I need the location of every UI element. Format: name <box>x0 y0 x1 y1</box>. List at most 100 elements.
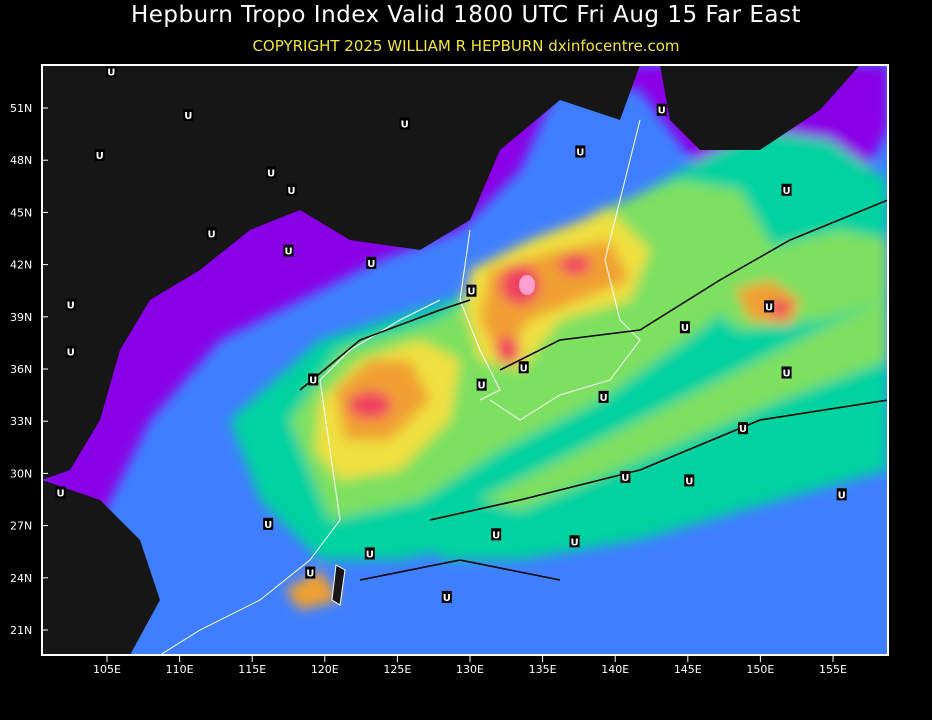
u-marker: U <box>55 486 66 500</box>
u-marker: U <box>656 103 667 117</box>
u-marker: U <box>305 566 316 580</box>
lat-label: 42N <box>10 259 32 272</box>
lat-label: 21N <box>10 624 32 637</box>
lon-label: 155E <box>819 663 847 676</box>
u-marker: U <box>476 378 487 392</box>
map-frame <box>41 64 889 656</box>
u-marker: U <box>283 244 294 258</box>
green-band <box>480 300 888 510</box>
contour-line <box>359 399 888 581</box>
u-marker: U <box>94 148 105 162</box>
u-marker: U <box>308 373 319 386</box>
orange-zone-taiwan <box>285 570 340 610</box>
marker-label: U <box>739 424 747 435</box>
lon-label: 135E <box>529 663 557 676</box>
marker-label: U <box>367 259 375 270</box>
lon-label: 150E <box>746 663 774 676</box>
marker-label: U <box>207 229 215 240</box>
marker-label: U <box>782 186 790 197</box>
u-marker: U <box>684 474 695 487</box>
u-marker: U <box>266 166 277 179</box>
marker-label: U <box>107 67 115 78</box>
marker-label: U <box>570 537 578 548</box>
marker-label: U <box>67 301 75 312</box>
marker-label: U <box>284 247 292 258</box>
u-marker: U <box>263 517 274 531</box>
lon-label: 120E <box>311 663 339 676</box>
lat-label: 27N <box>10 520 32 533</box>
longitude-labels: 105E 110E 115E 120E 125E 130E 135E 140E 145E 150E… <box>93 655 847 676</box>
lat-label: 51N <box>10 102 32 115</box>
island-taiwan <box>331 564 346 606</box>
marker-label: U <box>765 302 773 313</box>
red-core-korea <box>496 336 520 364</box>
land-southwest <box>42 480 160 655</box>
marker-label: U <box>67 348 75 359</box>
u-marker: U <box>183 108 194 122</box>
u-marker: U <box>65 298 76 312</box>
latitude-labels: 51N 48N 45N 42N 39N 36N 33N 30N 27N 24N 21N <box>10 102 48 637</box>
marker-label: U <box>366 549 374 560</box>
marker-label: U <box>782 368 790 379</box>
red-core-north2 <box>559 255 591 275</box>
u-marker: U <box>399 117 410 131</box>
lat-label: 24N <box>10 572 32 585</box>
coastline-korea <box>459 229 501 401</box>
lat-label: 48N <box>10 154 32 167</box>
lat-label: 45N <box>10 206 32 219</box>
marker-label: U <box>467 287 475 298</box>
u-marker: U <box>764 300 775 313</box>
marker-label: U <box>621 473 629 484</box>
marker-label: U <box>401 120 409 131</box>
u-marker: U <box>364 547 375 560</box>
marker-label: U <box>264 520 272 531</box>
u-marker: U <box>441 590 452 604</box>
u-marker: U <box>65 345 76 359</box>
marker-layer: U U U U U U U U U U U U U U U U U U U U U U U U U U U U U U U U U <box>55 65 847 604</box>
lat-label: 33N <box>10 415 32 428</box>
lat-label: 30N <box>10 467 32 480</box>
marker-label: U <box>685 476 693 487</box>
map-field: U U U U U U U U U U U U U U U U U U U U U U U U U U U U U U U U U <box>42 65 888 655</box>
marker-label: U <box>681 323 689 334</box>
marker-label: U <box>443 593 451 604</box>
lon-label: 130E <box>456 663 484 676</box>
teal-zone-south <box>430 380 888 560</box>
u-marker: U <box>569 535 580 548</box>
lat-label: 36N <box>10 363 32 376</box>
marker-label: U <box>309 375 317 386</box>
lon-label: 105E <box>93 663 121 676</box>
map-title: Hepburn Tropo Index Valid 1800 UTC Fri A… <box>130 2 802 28</box>
lon-label: 140E <box>601 663 629 676</box>
lon-label: 145E <box>674 663 702 676</box>
u-marker: U <box>575 145 586 159</box>
u-marker: U <box>781 183 792 197</box>
land-mainland <box>42 65 640 480</box>
u-marker: U <box>679 321 690 334</box>
marker-label: U <box>267 168 275 179</box>
lon-label: 125E <box>383 663 411 676</box>
pink-peak <box>519 275 535 295</box>
lat-label: 39N <box>10 311 32 324</box>
marker-label: U <box>658 106 666 117</box>
u-marker: U <box>286 183 297 197</box>
marker-label: U <box>520 363 528 374</box>
u-marker: U <box>781 366 792 379</box>
marker-label: U <box>56 489 64 500</box>
u-marker: U <box>491 528 502 541</box>
u-marker: U <box>598 390 609 404</box>
copyright-line: COPYRIGHT 2025 WILLIAM R HEPBURN dxinfoc… <box>252 37 680 55</box>
lon-label: 110E <box>166 663 194 676</box>
contour-line <box>299 199 888 391</box>
u-marker: U <box>206 227 217 240</box>
marker-label: U <box>600 393 608 404</box>
u-marker: U <box>366 256 377 270</box>
red-core-west <box>348 391 392 419</box>
marker-label: U <box>492 530 500 541</box>
marker-label: U <box>306 569 314 580</box>
u-marker: U <box>620 470 631 484</box>
lon-label: 115E <box>238 663 266 676</box>
u-marker: U <box>106 65 117 78</box>
marker-label: U <box>838 490 846 501</box>
